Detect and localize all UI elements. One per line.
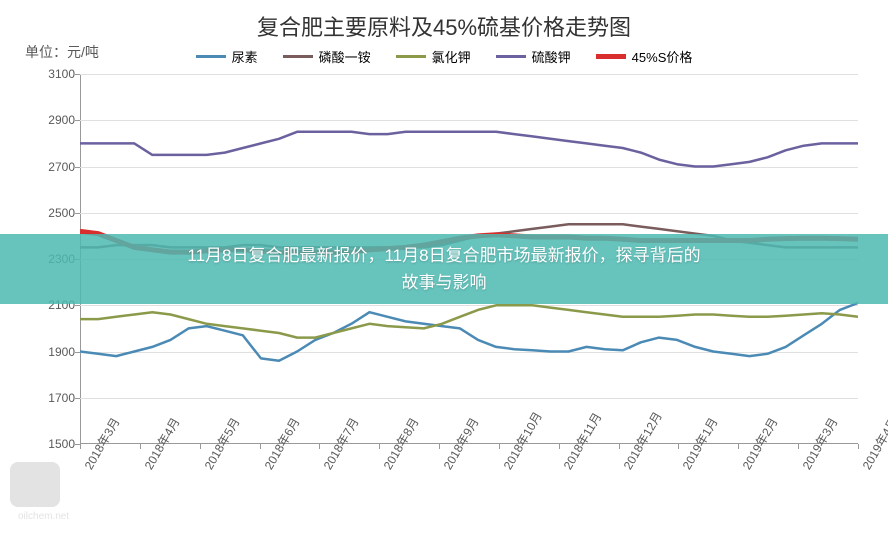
x-tick-mark xyxy=(80,444,81,449)
y-tick-label: 1900 xyxy=(48,345,75,359)
legend: 尿素 磷酸一铵 氯化钾 硫酸钾 45%S价格 xyxy=(20,47,868,66)
x-axis: 2018年3月2018年4月2018年5月2018年6月2018年7月2018年… xyxy=(80,449,858,534)
y-tick-mark xyxy=(75,120,80,121)
legend-label: 磷酸一铵 xyxy=(319,47,371,66)
x-tick-mark xyxy=(439,444,440,449)
legend-label: 氯化钾 xyxy=(432,47,471,66)
y-tick-label: 2900 xyxy=(48,113,75,127)
x-tick-mark xyxy=(379,444,380,449)
y-tick-label: 2500 xyxy=(48,206,75,220)
x-tick-mark xyxy=(619,444,620,449)
chart-title: 复合肥主要原料及45%硫基价格走势图 xyxy=(20,10,868,42)
legend-swatch xyxy=(596,54,626,59)
overlay-text-2: 故事与影响 xyxy=(20,269,868,296)
legend-item: 磷酸一铵 xyxy=(283,47,371,66)
legend-label: 45%S价格 xyxy=(632,47,693,66)
watermark-text: oilchem.net xyxy=(18,511,69,522)
y-tick-label: 1500 xyxy=(48,437,75,451)
legend-item: 45%S价格 xyxy=(596,47,693,66)
y-tick-mark xyxy=(75,167,80,168)
x-tick-mark xyxy=(559,444,560,449)
overlay-banner: 11月8日复合肥最新报价，11月8日复合肥市场最新报价，探寻背后的 故事与影响 xyxy=(0,234,888,304)
series-line-尿素 xyxy=(80,303,858,361)
y-tick-mark xyxy=(75,444,80,445)
y-tick-mark xyxy=(75,352,80,353)
x-tick-mark xyxy=(738,444,739,449)
series-line-硫酸钾 xyxy=(80,132,858,167)
y-tick-mark xyxy=(75,305,80,306)
y-tick-mark xyxy=(75,398,80,399)
legend-swatch xyxy=(496,55,526,58)
x-tick-mark xyxy=(678,444,679,449)
legend-swatch xyxy=(396,55,426,58)
y-tick-mark xyxy=(75,74,80,75)
x-tick-mark xyxy=(140,444,141,449)
x-tick-label: 2019年4月 xyxy=(858,414,888,472)
watermark-logo xyxy=(10,462,60,507)
legend-swatch xyxy=(283,55,313,58)
x-tick-mark xyxy=(798,444,799,449)
y-tick-label: 2700 xyxy=(48,160,75,174)
y-tick-label: 3100 xyxy=(48,67,75,81)
x-tick-mark xyxy=(499,444,500,449)
x-tick-mark xyxy=(319,444,320,449)
x-tick-mark xyxy=(858,444,859,449)
y-tick-mark xyxy=(75,213,80,214)
legend-label: 尿素 xyxy=(232,47,258,66)
legend-label: 硫酸钾 xyxy=(532,47,571,66)
unit-label: 单位：元/吨 xyxy=(25,42,99,62)
watermark: oilchem.net xyxy=(10,462,140,522)
y-tick-label: 1700 xyxy=(48,391,75,405)
legend-item: 氯化钾 xyxy=(396,47,471,66)
overlay-text-1: 11月8日复合肥最新报价，11月8日复合肥市场最新报价，探寻背后的 xyxy=(20,242,868,269)
legend-swatch xyxy=(196,55,226,58)
legend-item: 尿素 xyxy=(196,47,258,66)
legend-item: 硫酸钾 xyxy=(496,47,571,66)
x-tick-mark xyxy=(200,444,201,449)
x-tick-mark xyxy=(260,444,261,449)
